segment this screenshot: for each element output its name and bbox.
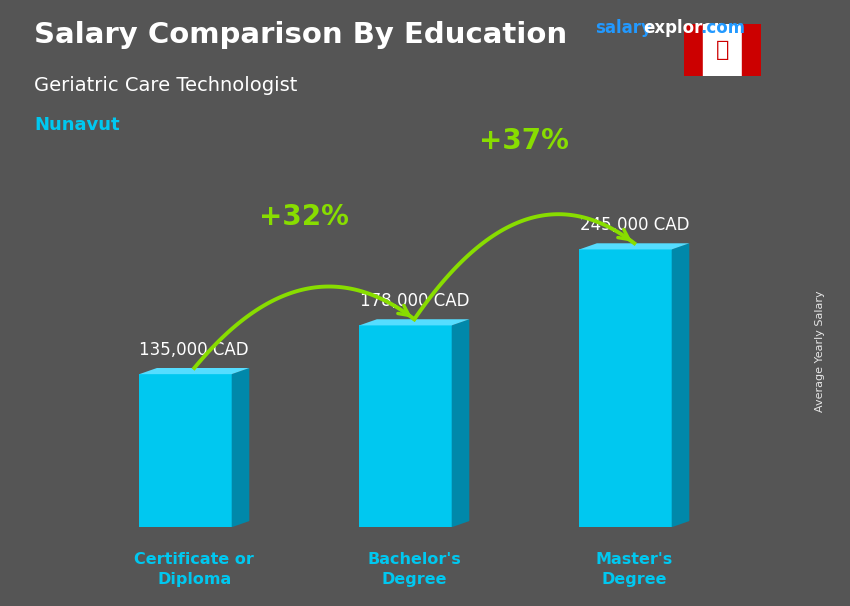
Text: Average Yearly Salary: Average Yearly Salary — [815, 291, 825, 412]
Text: salary: salary — [595, 19, 652, 38]
Text: Salary Comparison By Education: Salary Comparison By Education — [34, 21, 567, 49]
Text: 🍁: 🍁 — [716, 40, 729, 60]
Text: +32%: +32% — [259, 204, 349, 231]
Polygon shape — [580, 250, 672, 527]
Text: explorer: explorer — [643, 19, 722, 38]
Text: Nunavut: Nunavut — [34, 116, 120, 135]
Text: Certificate or
Diploma: Certificate or Diploma — [134, 552, 254, 587]
Polygon shape — [672, 243, 689, 527]
Text: 245,000 CAD: 245,000 CAD — [580, 216, 689, 235]
Text: .com: .com — [700, 19, 745, 38]
Text: 135,000 CAD: 135,000 CAD — [139, 341, 249, 359]
Text: 178,000 CAD: 178,000 CAD — [360, 293, 469, 310]
Text: Geriatric Care Technologist: Geriatric Care Technologist — [34, 76, 298, 95]
Bar — [684, 24, 703, 76]
Bar — [741, 24, 761, 76]
Text: Bachelor's
Degree: Bachelor's Degree — [367, 552, 462, 587]
Bar — [703, 24, 741, 76]
Polygon shape — [360, 319, 469, 325]
Text: Master's
Degree: Master's Degree — [596, 552, 673, 587]
Polygon shape — [580, 243, 689, 250]
Polygon shape — [139, 374, 232, 527]
Text: +37%: +37% — [479, 127, 570, 155]
Polygon shape — [139, 368, 249, 374]
Polygon shape — [232, 368, 249, 527]
Polygon shape — [451, 319, 469, 527]
Polygon shape — [360, 325, 451, 527]
